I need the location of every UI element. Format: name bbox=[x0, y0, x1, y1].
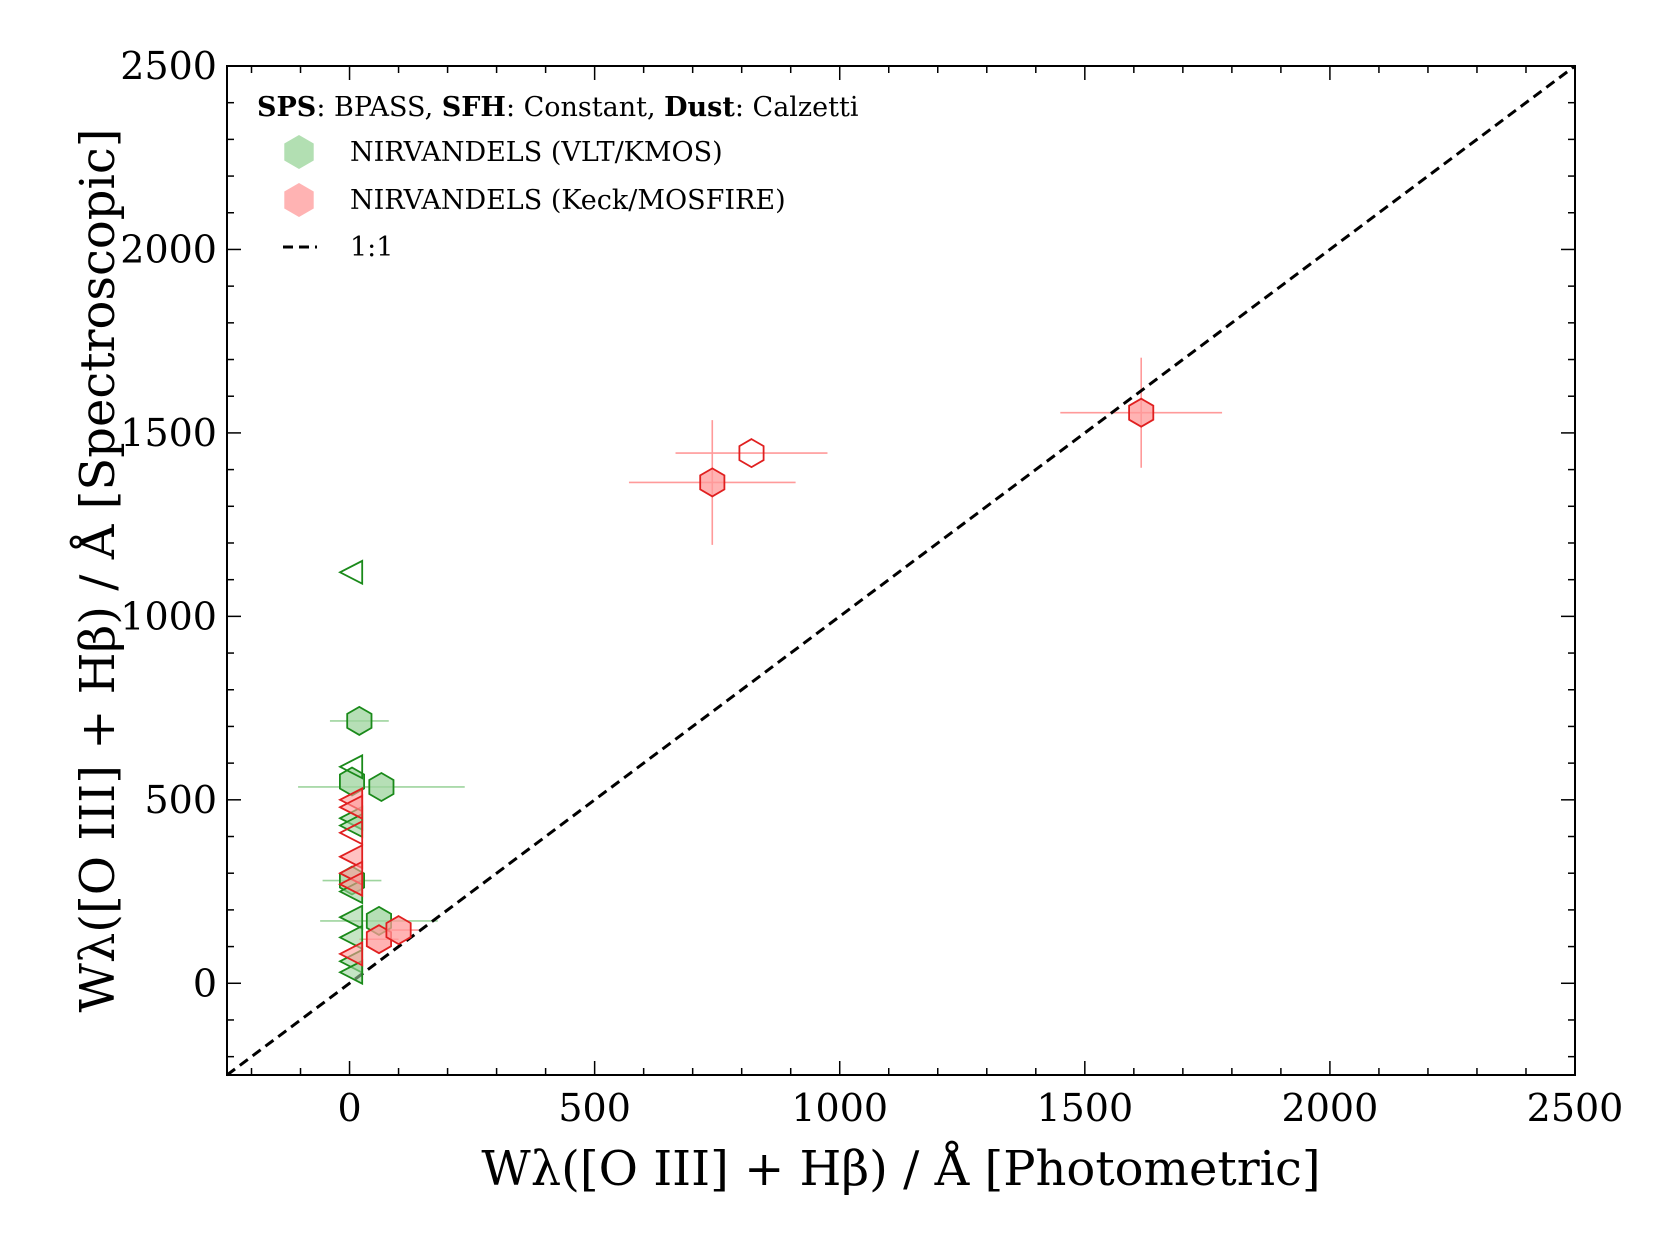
data-point-mosfire bbox=[699, 467, 726, 498]
legend-marker-kmos bbox=[284, 135, 314, 169]
legend-label-kmos: NIRVANDELS (VLT/KMOS) bbox=[350, 137, 723, 168]
annotation-sps-value: : BPASS, bbox=[316, 92, 441, 123]
plot-frame bbox=[226, 65, 1576, 1076]
x-tick-label: 0 bbox=[337, 1086, 361, 1130]
annotation-dust-value: : Calzetti bbox=[735, 92, 859, 123]
data-point-mosfire bbox=[1128, 397, 1155, 428]
annotation-sps: SPS: BPASS, SFH: Constant, Dust: Calzett… bbox=[257, 92, 859, 123]
upper-limit-mosfire bbox=[338, 819, 364, 846]
upper-limit-mosfire bbox=[338, 941, 364, 967]
annotation-sps-key: SPS bbox=[257, 92, 316, 123]
upper-limit-kmos bbox=[338, 904, 364, 931]
y-tick-label: 500 bbox=[144, 778, 217, 822]
one-to-one-line bbox=[226, 64, 1576, 1077]
legend-label-mosfire: NIRVANDELS (Keck/MOSFIRE) bbox=[350, 185, 786, 216]
y-tick-label: 0 bbox=[193, 961, 217, 1005]
upper-limit-kmos bbox=[338, 959, 364, 986]
upper-limit-mosfire bbox=[338, 871, 364, 898]
data-point-mosfire bbox=[385, 915, 412, 946]
legend-label-one-to-one: 1:1 bbox=[350, 232, 393, 263]
reference-line-layer bbox=[226, 64, 1576, 1077]
x-tick-label: 2500 bbox=[1527, 1086, 1624, 1130]
legend: SPS: BPASS, SFH: Constant, Dust: Calzett… bbox=[257, 92, 859, 263]
legend-marker-mosfire bbox=[284, 183, 314, 217]
y-tick-label: 2500 bbox=[120, 44, 217, 88]
upper-limit-kmos bbox=[338, 924, 364, 951]
y-axis-label: Wλ([O III] + Hβ) / Å [Spectroscopic] bbox=[69, 129, 126, 1013]
data-point-kmos bbox=[346, 705, 373, 736]
x-tick-label: 2000 bbox=[1282, 1086, 1379, 1130]
x-axis-label: Wλ([O III] + Hβ) / Å [Photometric] bbox=[481, 1140, 1320, 1197]
annotation-sfh-key: SFH bbox=[442, 92, 506, 123]
y-tick-label: 1000 bbox=[120, 594, 217, 638]
upper-limit-mosfire bbox=[338, 794, 364, 821]
points-layer bbox=[338, 397, 1155, 986]
y-tick-label: 2000 bbox=[120, 227, 217, 271]
upper-limit-mosfire bbox=[338, 843, 364, 870]
annotation-sfh-value: : Constant, bbox=[506, 92, 664, 123]
tick-labels-layer: 0 500 1000 1500 2000 2500 0 500 1000 1500 2000 2500 bbox=[120, 44, 1623, 1130]
data-point-mosfire bbox=[738, 438, 765, 469]
upper-limit-kmos bbox=[338, 559, 364, 586]
upper-limit-kmos bbox=[338, 753, 364, 780]
annotation-dust-key: Dust bbox=[664, 92, 735, 123]
y-tick-label: 1500 bbox=[120, 411, 217, 455]
x-tick-label: 1000 bbox=[791, 1086, 888, 1130]
x-tick-label: 500 bbox=[558, 1086, 631, 1130]
x-tick-label: 1500 bbox=[1036, 1086, 1133, 1130]
data-point-kmos bbox=[368, 771, 395, 803]
